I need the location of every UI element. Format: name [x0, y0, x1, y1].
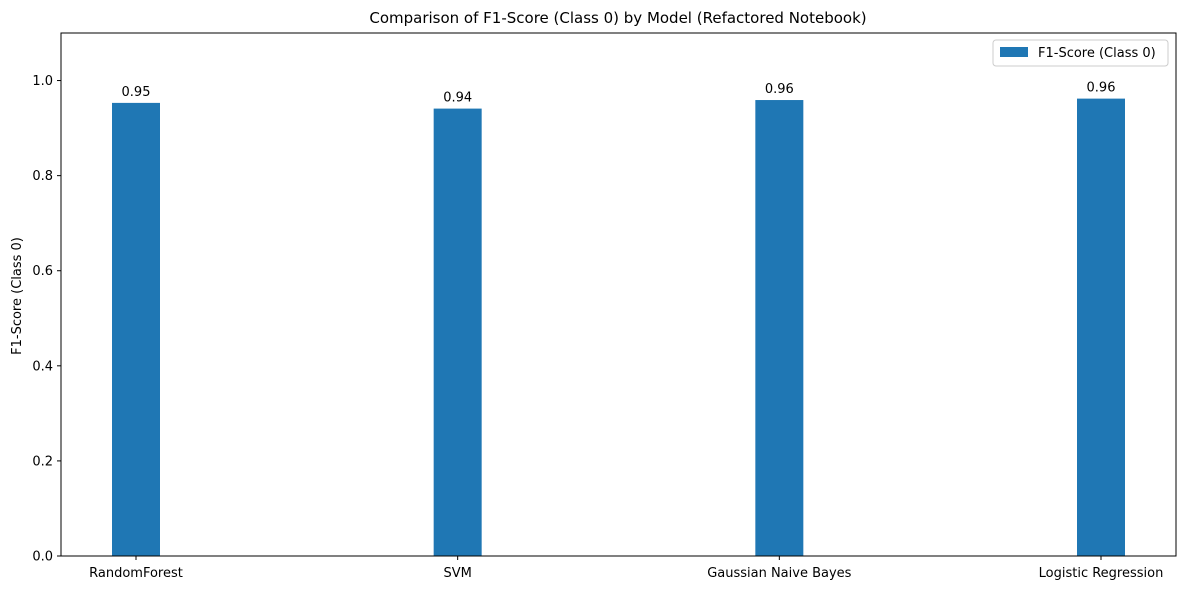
data-labels-group: 0.95 0.94 0.96 0.96: [122, 81, 1116, 106]
y-tick-label: 0.4: [32, 359, 53, 374]
bar-value-label: 0.96: [1087, 81, 1116, 96]
chart-title: Comparison of F1-Score (Class 0) by Mode…: [369, 9, 866, 27]
legend: F1-Score (Class 0): [992, 39, 1169, 67]
legend-label: F1-Score (Class 0): [1038, 46, 1156, 61]
bar-value-label: 0.96: [765, 82, 794, 97]
y-tick-label: 0.2: [32, 454, 53, 469]
x-tick-label: Gaussian Naive Bayes: [707, 566, 851, 581]
legend-swatch: [1000, 47, 1028, 57]
x-tick-label: SVM: [443, 566, 471, 581]
plot-frame: [60, 32, 1177, 557]
y-axis-label: F1-Score (Class 0): [10, 237, 25, 355]
bar: [433, 108, 482, 556]
bar: [1077, 98, 1125, 556]
bars-group: [112, 98, 1125, 556]
y-tick-label: 1.0: [32, 74, 53, 89]
y-tick-label: 0.8: [32, 169, 53, 184]
y-tick-label: 0.6: [32, 264, 53, 279]
bar-value-label: 0.94: [443, 91, 472, 106]
y-axis-ticks: 0.0 0.2 0.4 0.6 0.8 1.0: [32, 74, 61, 565]
legend-box: [992, 39, 1169, 67]
bar-value-label: 0.95: [122, 85, 151, 100]
x-tick-label: RandomForest: [89, 566, 183, 581]
x-tick-label: Logistic Regression: [1039, 566, 1164, 581]
bar: [755, 100, 804, 556]
bar: [112, 102, 160, 556]
y-tick-label: 0.0: [32, 550, 53, 565]
x-axis-ticks: RandomForest SVM Gaussian Naive Bayes Logis…: [89, 556, 1163, 581]
